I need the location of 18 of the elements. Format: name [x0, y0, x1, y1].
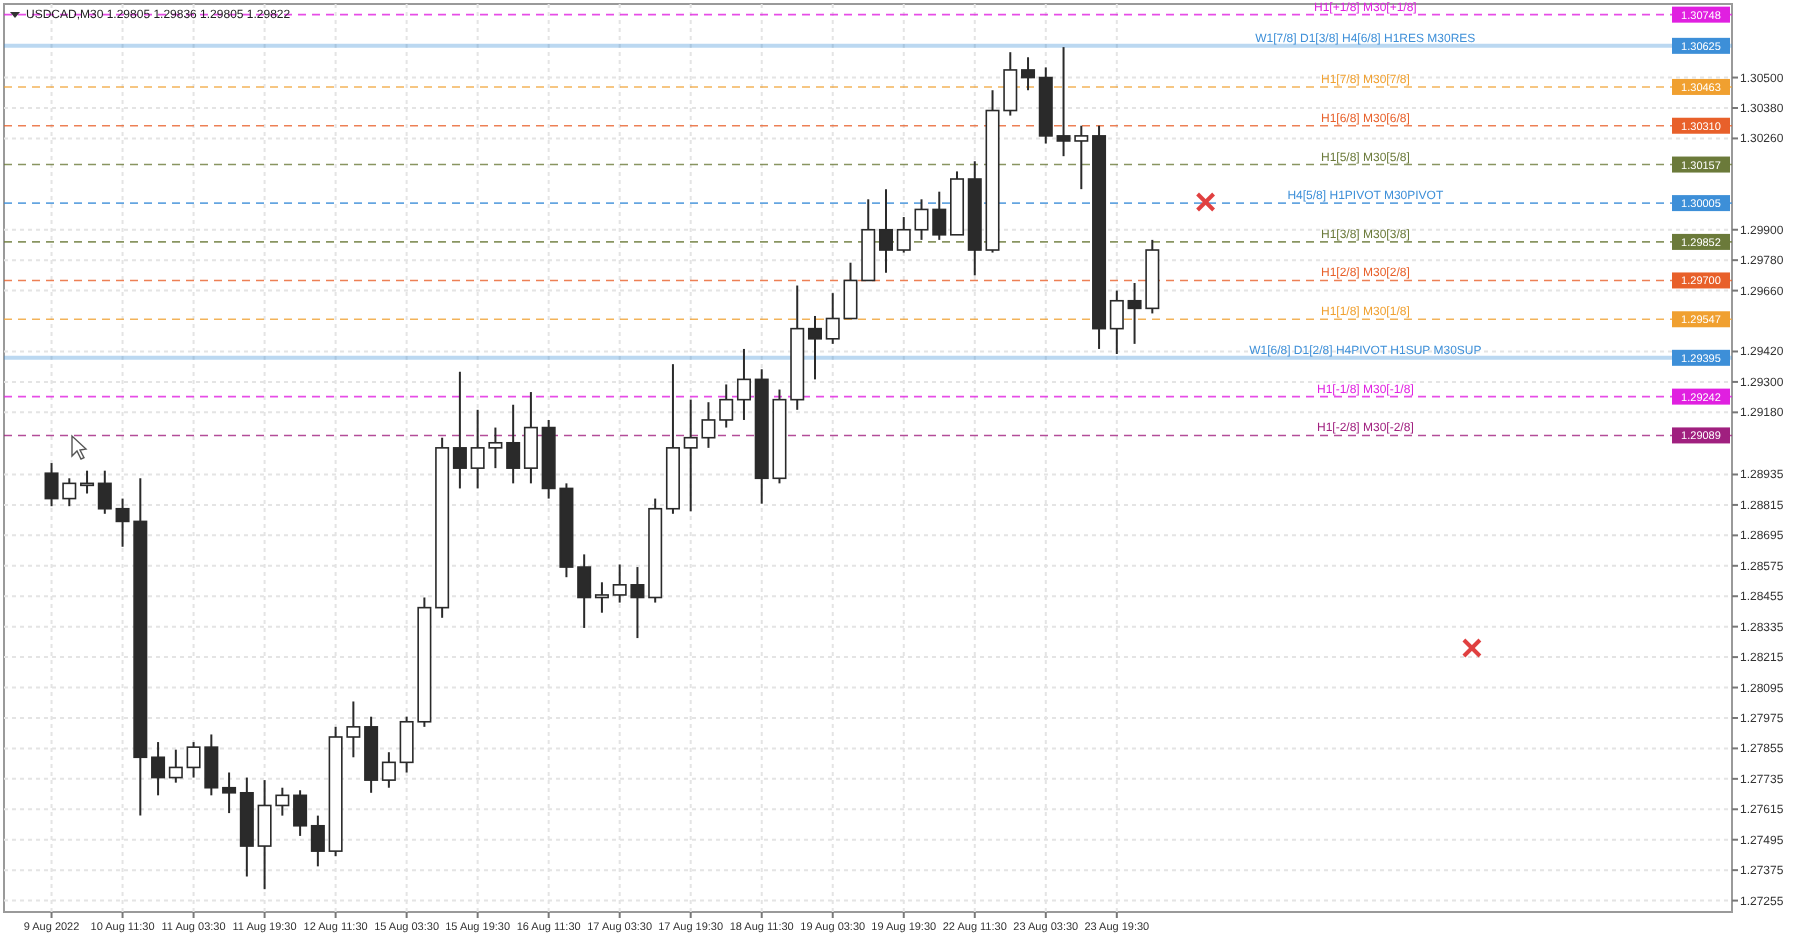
candlestick: [807, 314, 822, 381]
candlestick: [452, 370, 467, 490]
candlestick: [523, 391, 538, 485]
candlestick: [506, 403, 521, 485]
candlestick: [1021, 56, 1036, 92]
candlestick: [310, 814, 325, 868]
candlestick: [97, 469, 112, 515]
candlestick: [381, 751, 396, 789]
candlestick: [736, 347, 751, 421]
candlestick: [1109, 289, 1124, 356]
candlestick: [878, 188, 894, 274]
candlestick: [168, 748, 183, 784]
candlestick: [719, 383, 734, 429]
candlestick: [222, 771, 237, 815]
candlestick: [151, 741, 166, 797]
candlestick: [577, 553, 592, 629]
candlestick: [594, 581, 609, 614]
candlestick: [293, 789, 308, 837]
